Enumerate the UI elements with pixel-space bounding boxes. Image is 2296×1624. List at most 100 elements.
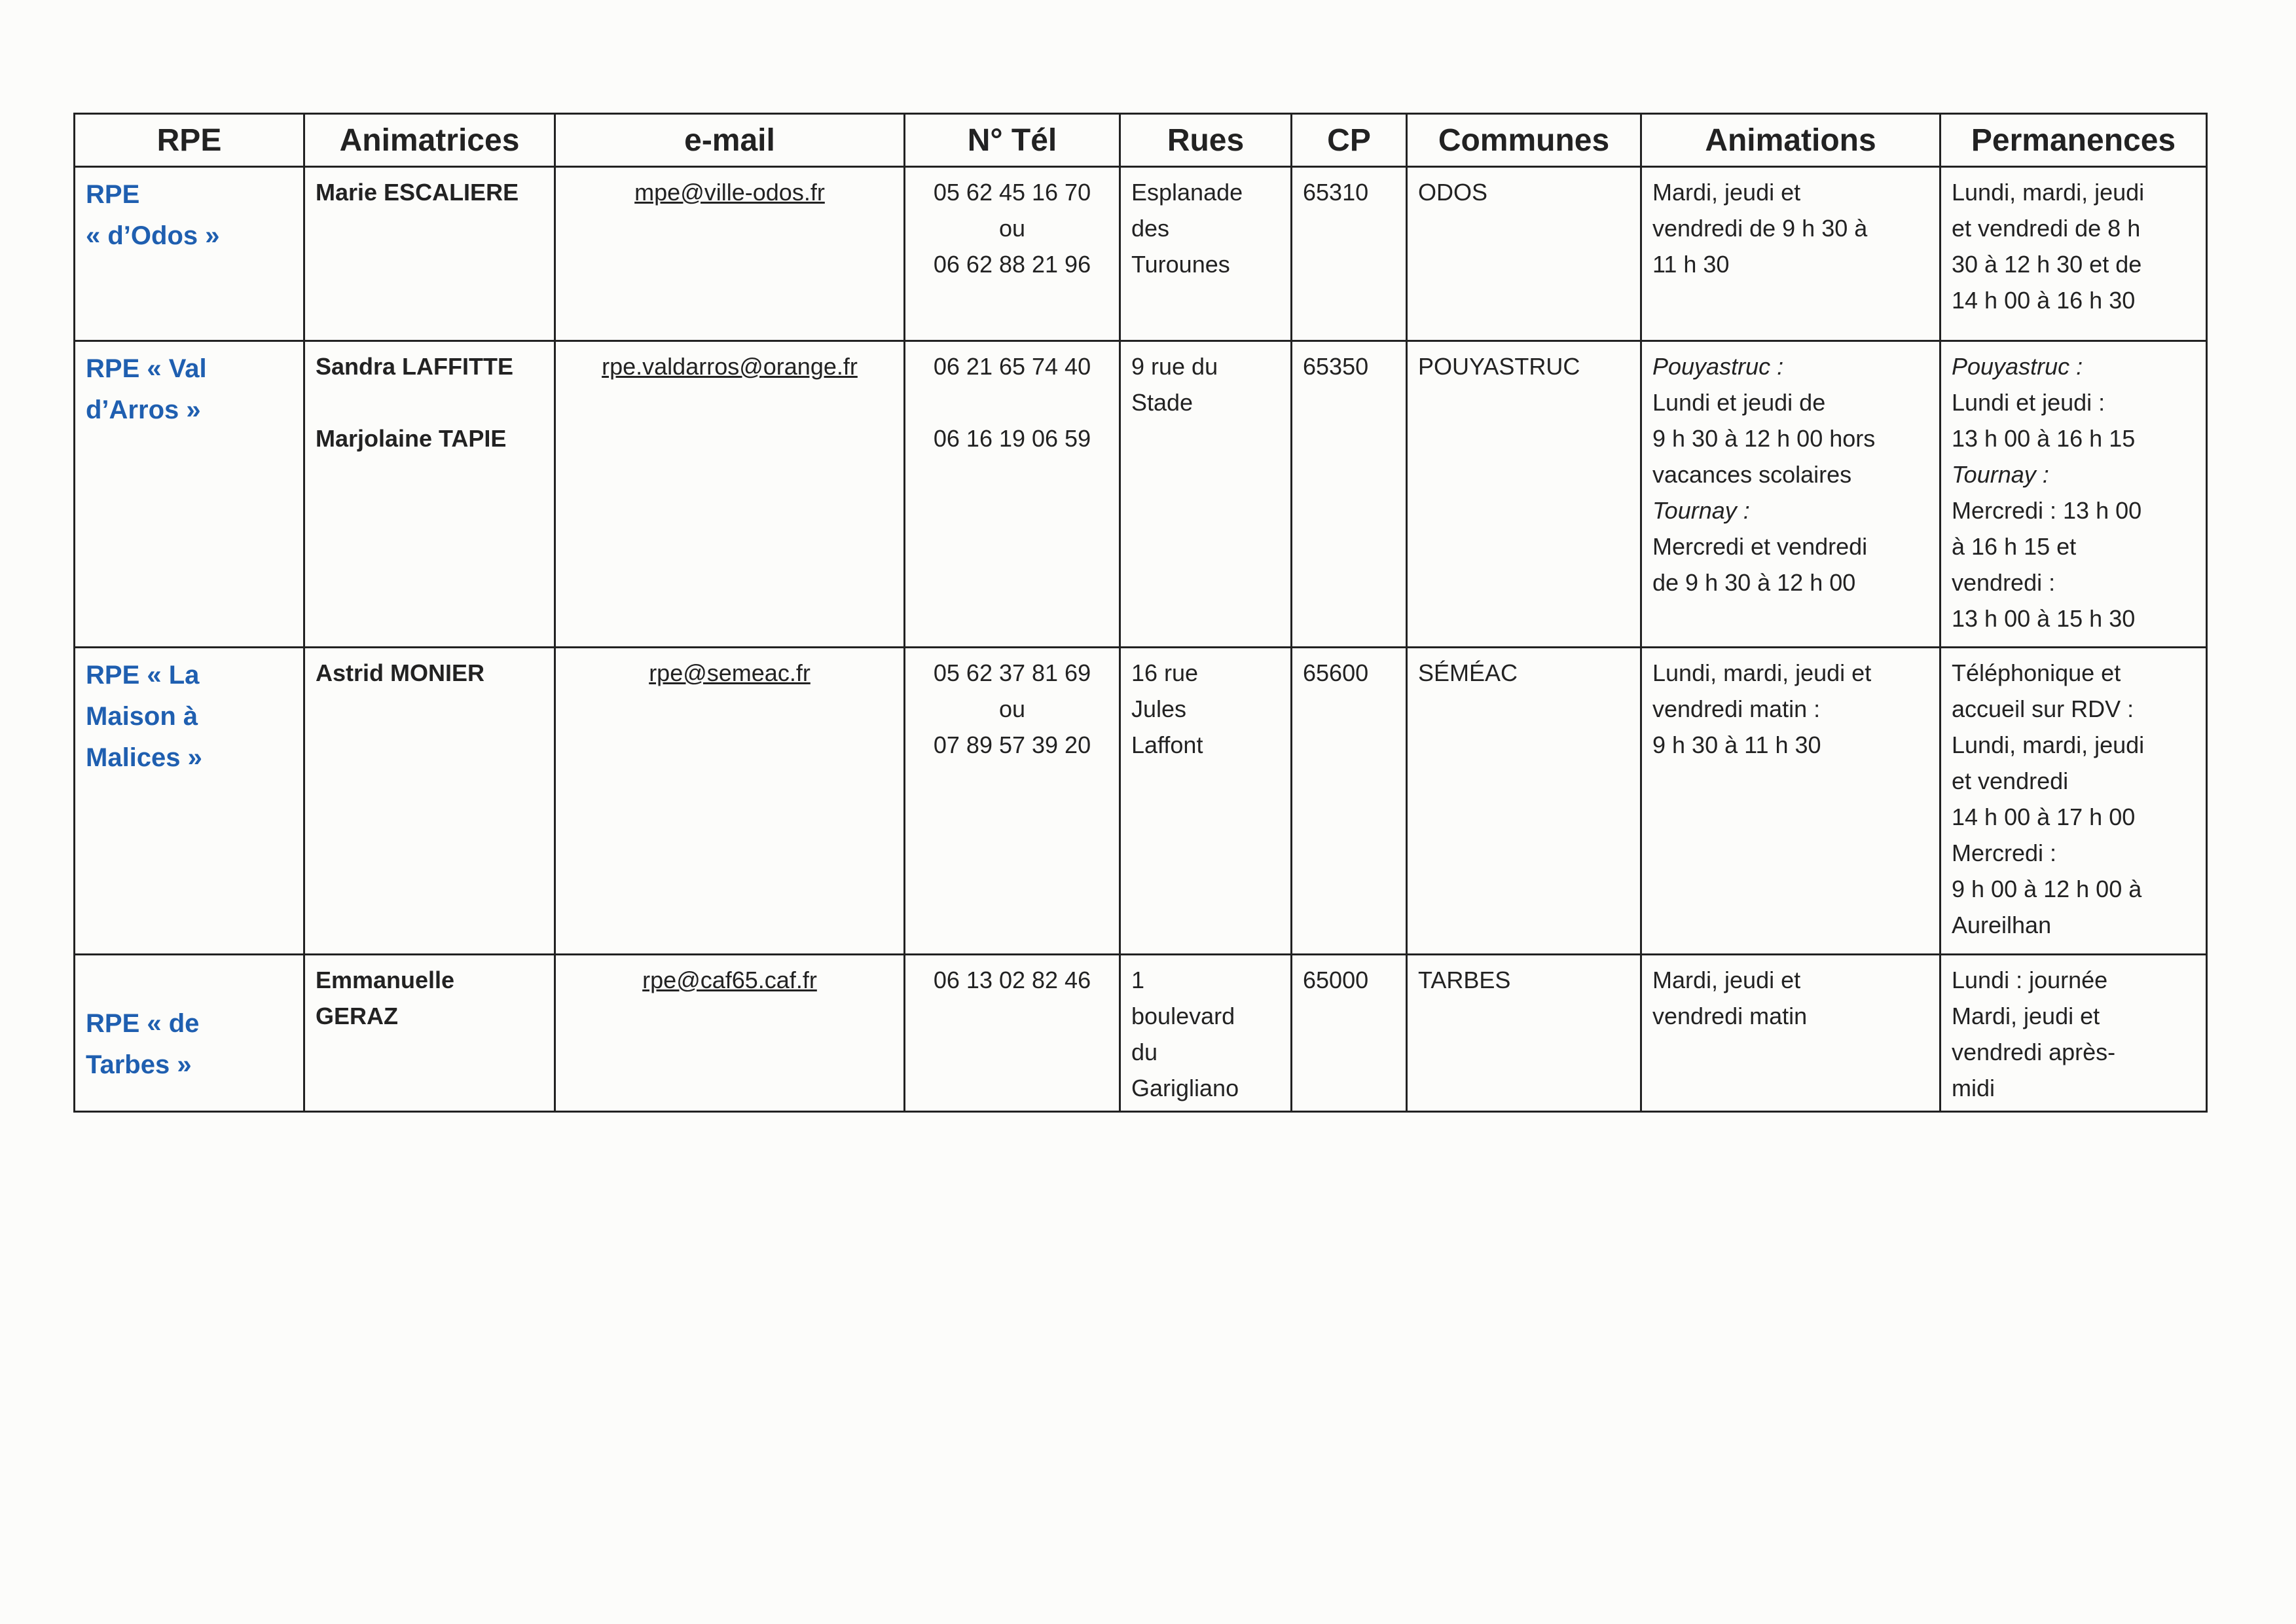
- cell-line: Stade: [1131, 389, 1194, 416]
- cell-line: Mercredi et vendredi: [1652, 533, 1868, 560]
- cell-line: vendredi de 9 h 30 à: [1652, 215, 1868, 242]
- cell-line: Esplanade: [1131, 179, 1243, 206]
- cell-line: RPE: [86, 180, 140, 209]
- column-header-rues: Rues: [1119, 113, 1292, 168]
- cell-line: vendredi matin: [1652, 1003, 1808, 1029]
- cell-permanences: Pouyastruc : Lundi et jeudi : 13 h 00 à 16…: [1939, 340, 2208, 648]
- cell-line: Pouyastruc :: [1952, 353, 2083, 380]
- cell-permanences: Lundi : journée Mardi, jeudi et vendredi a…: [1939, 953, 2208, 1113]
- cell-line: 11 h 30: [1652, 251, 1730, 278]
- cell-cp: 65350: [1290, 340, 1408, 648]
- cell-line: ODOS: [1418, 179, 1488, 206]
- cell-cp: 65600: [1290, 646, 1408, 955]
- cell-line: Turounes: [1131, 251, 1230, 278]
- cell-line: 65600: [1303, 659, 1369, 686]
- cell-line: Lundi : journée: [1952, 967, 2108, 993]
- cell-line: Malices »: [86, 743, 202, 772]
- cell-line: Jules: [1131, 695, 1187, 722]
- cell-rpe: RPE « de Tarbes »: [73, 953, 305, 1113]
- cell-line: RPE « de: [86, 1009, 200, 1038]
- cell-line: 05 62 45 16 70: [933, 179, 1091, 206]
- cell-communes: SÉMÉAC: [1406, 646, 1642, 955]
- cell-line: [316, 384, 543, 420]
- column-header-email: e-mail: [554, 113, 905, 168]
- cell-line: Lundi et jeudi :: [1952, 389, 2105, 416]
- cell-line: vendredi matin :: [1652, 695, 1821, 722]
- email-link[interactable]: rpe@semeac.fr: [649, 659, 811, 686]
- cell-line: 07 89 57 39 20: [933, 731, 1091, 758]
- cell-tel: 06 13 02 82 46: [903, 953, 1121, 1113]
- cell-line: Marjolaine TAPIE: [316, 425, 507, 452]
- table-row: RPE « La Maison à Malices » Astrid MONIER rp…: [73, 646, 2208, 955]
- column-header-tel: N° Tél: [903, 113, 1121, 168]
- table-row: RPE « de Tarbes » Emmanuelle GERAZ rpe@caf65…: [73, 953, 2208, 1113]
- cell-line: ou: [998, 695, 1026, 722]
- cell-line: POUYASTRUC: [1418, 353, 1580, 380]
- column-header-cp: CP: [1290, 113, 1408, 168]
- cell-line: 06 13 02 82 46: [933, 967, 1091, 993]
- cell-line: 65350: [1303, 353, 1369, 380]
- cell-animations: Mardi, jeudi et vendredi matin: [1640, 953, 1941, 1113]
- cell-tel: 05 62 37 81 69 ou 07 89 57 39 20: [903, 646, 1121, 955]
- column-header-rpe: RPE: [73, 113, 305, 168]
- cell-animatrices: Sandra LAFFITTE Marjolaine TAPIE: [303, 340, 556, 648]
- cell-line: Tournay :: [1652, 497, 1750, 524]
- cell-line: 9 h 30 à 12 h 00 hors: [1652, 425, 1876, 452]
- cell-rues: 16 rue Jules Laffont: [1119, 646, 1292, 955]
- cell-line: du: [1131, 1039, 1158, 1065]
- cell-line: 65310: [1303, 179, 1369, 206]
- cell-line: de 9 h 30 à 12 h 00: [1652, 569, 1856, 596]
- cell-line: midi: [1952, 1075, 1995, 1101]
- table-row: RPE « Val d’Arros » Sandra LAFFITTE Marjol…: [73, 340, 2208, 648]
- cell-line: Mercredi :: [1952, 840, 2057, 866]
- header-row: RPE Animatrices e-mail N° Tél Rues CP Communes…: [73, 113, 2208, 168]
- cell-animatrices: Astrid MONIER: [303, 646, 556, 955]
- cell-line: Sandra LAFFITTE: [316, 353, 514, 380]
- cell-animations: Lundi, mardi, jeudi et vendredi matin : 9 …: [1640, 646, 1941, 955]
- cell-line: Lundi, mardi, jeudi: [1952, 731, 2145, 758]
- cell-line: 9 h 30 à 11 h 30: [1652, 731, 1821, 758]
- cell-line: RPE « La: [86, 661, 200, 690]
- cell-line: « d’Odos »: [86, 221, 220, 250]
- cell-line: [916, 384, 1108, 420]
- email-link[interactable]: rpe.valdarros@orange.fr: [602, 353, 858, 380]
- cell-line: 9 rue du: [1131, 353, 1218, 380]
- cell-line: 30 à 12 h 30 et de: [1952, 251, 2142, 278]
- table-row: RPE « d’Odos » Marie ESCALIERE mpe@ville-od…: [73, 166, 2208, 342]
- cell-line: TARBES: [1418, 967, 1511, 993]
- cell-animations: Pouyastruc : Lundi et jeudi de 9 h 30 à 12…: [1640, 340, 1941, 648]
- cell-line: 05 62 37 81 69: [933, 659, 1091, 686]
- cell-animatrices: Emmanuelle GERAZ: [303, 953, 556, 1113]
- cell-permanences: Téléphonique et accueil sur RDV : Lundi, m…: [1939, 646, 2208, 955]
- cell-line: RPE « Val: [86, 354, 207, 383]
- cell-line: GERAZ: [316, 1003, 398, 1029]
- cell-line: 06 21 65 74 40: [933, 353, 1091, 380]
- cell-line: 9 h 00 à 12 h 00 à: [1952, 876, 2142, 902]
- cell-line: Mardi, jeudi et: [1652, 967, 1801, 993]
- column-header-permanences: Permanences: [1939, 113, 2208, 168]
- cell-communes: ODOS: [1406, 166, 1642, 342]
- cell-tel: 06 21 65 74 40 06 16 19 06 59: [903, 340, 1121, 648]
- cell-communes: TARBES: [1406, 953, 1642, 1113]
- cell-line: SÉMÉAC: [1418, 659, 1518, 686]
- cell-line: accueil sur RDV :: [1952, 695, 2134, 722]
- email-link[interactable]: rpe@caf65.caf.fr: [642, 967, 817, 993]
- column-header-communes: Communes: [1406, 113, 1642, 168]
- cell-rues: Esplanade des Turounes: [1119, 166, 1292, 342]
- cell-rpe: RPE « La Maison à Malices »: [73, 646, 305, 955]
- cell-animations: Mardi, jeudi et vendredi de 9 h 30 à 11 h …: [1640, 166, 1941, 342]
- cell-email: rpe.valdarros@orange.fr: [554, 340, 905, 648]
- cell-line: Laffont: [1131, 731, 1203, 758]
- cell-cp: 65000: [1290, 953, 1408, 1113]
- cell-line: [86, 962, 293, 1003]
- cell-line: 1: [1131, 967, 1145, 993]
- cell-email: rpe@caf65.caf.fr: [554, 953, 905, 1113]
- cell-line: Aureilhan: [1952, 912, 2052, 938]
- cell-line: des: [1131, 215, 1170, 242]
- email-link[interactable]: mpe@ville-odos.fr: [634, 179, 825, 206]
- cell-line: 13 h 00 à 16 h 15: [1952, 425, 2136, 452]
- cell-line: Garigliano: [1131, 1075, 1239, 1101]
- cell-line: 06 16 19 06 59: [933, 425, 1091, 452]
- cell-line: Tarbes »: [86, 1050, 192, 1079]
- cell-line: vendredi :: [1952, 569, 2056, 596]
